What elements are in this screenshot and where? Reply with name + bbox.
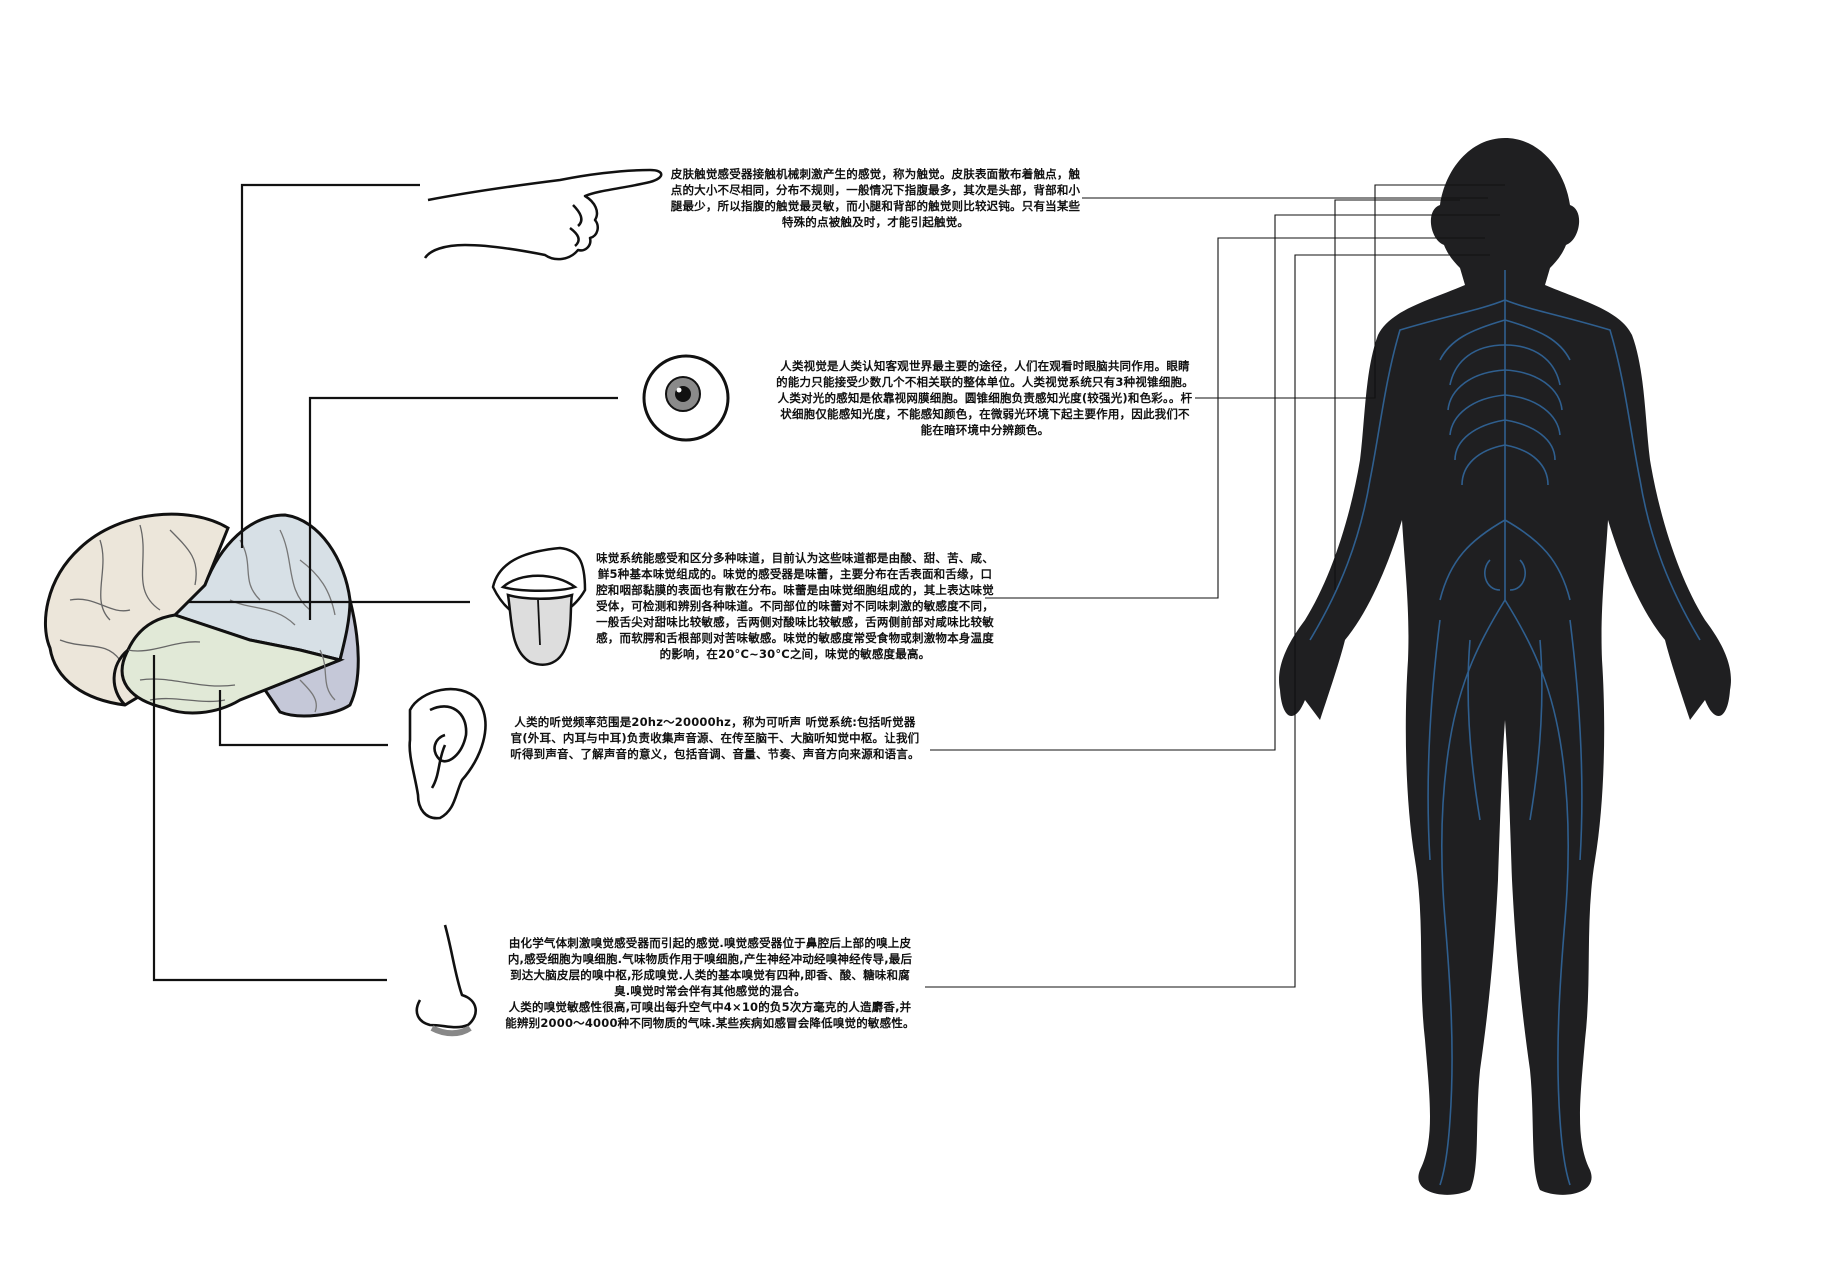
body-silhouette	[1279, 138, 1731, 1195]
body-leader-lines	[925, 184, 1505, 988]
hearing-description: 人类的听觉频率范围是20hz～20000hz，称为可听声 听觉系统:包括听觉器官…	[510, 714, 920, 762]
touch-description: 皮肤触觉感受器接触机械刺激产生的感觉，称为触觉。皮肤表面散布着触点，触点的大小不…	[668, 166, 1083, 230]
pointing-hand-icon	[423, 168, 663, 261]
touch-description-text: 皮肤触觉感受器接触机械刺激产生的感觉，称为触觉。皮肤表面散布着触点，触点的大小不…	[670, 167, 1081, 229]
mouth-tongue-icon	[491, 546, 587, 666]
taste-description: 味觉系统能感受和区分多种味道，目前认为这些味道都是由酸、甜、苦、咸、鲜5种基本味…	[595, 550, 995, 662]
brain-illustration	[43, 512, 360, 718]
vision-description-text: 人类视觉是人类认知客观世界最主要的途径，人们在观看时眼脑共同作用。眼睛的能力只能…	[776, 359, 1194, 389]
human-body-illustration	[1279, 138, 1731, 1195]
vision-description-text-2: 人类对光的感知是依靠视网膜细胞。圆锥细胞负责感知光度(较强光)和色彩。。杆状细胞…	[777, 391, 1193, 437]
ear-icon	[408, 687, 487, 820]
nose-icon	[415, 924, 477, 1037]
hearing-description-text: 人类的听觉频率范围是20hz～20000hz，称为可听声 听觉系统:包括听觉器官…	[510, 715, 920, 761]
brain-leader-lines	[152, 183, 618, 982]
smell-description-text: 由化学气体刺激嗅觉感受器而引起的感觉.嗅觉感受器位于鼻腔后上部的嗅上皮内,感受细…	[507, 936, 913, 998]
eye-icon	[642, 354, 730, 442]
taste-description-text: 味觉系统能感受和区分多种味道，目前认为这些味道都是由酸、甜、苦、咸、鲜5种基本味…	[596, 551, 994, 661]
smell-description: 由化学气体刺激嗅觉感受器而引起的感觉.嗅觉感受器位于鼻腔后上部的嗅上皮内,感受细…	[505, 935, 915, 1031]
vision-description: 人类视觉是人类认知客观世界最主要的途径，人们在观看时眼脑共同作用。眼睛的能力只能…	[775, 358, 1195, 438]
brain-temporal-lobe	[120, 613, 345, 715]
nervous-system-lines	[1309, 270, 1701, 1186]
smell-description-text-2: 人类的嗅觉敏感性很高,可嗅出每升空气中4×10的负5次方毫克的人造麝香,并能辨别…	[505, 1000, 915, 1030]
brain-occipital-lobe	[262, 599, 360, 718]
